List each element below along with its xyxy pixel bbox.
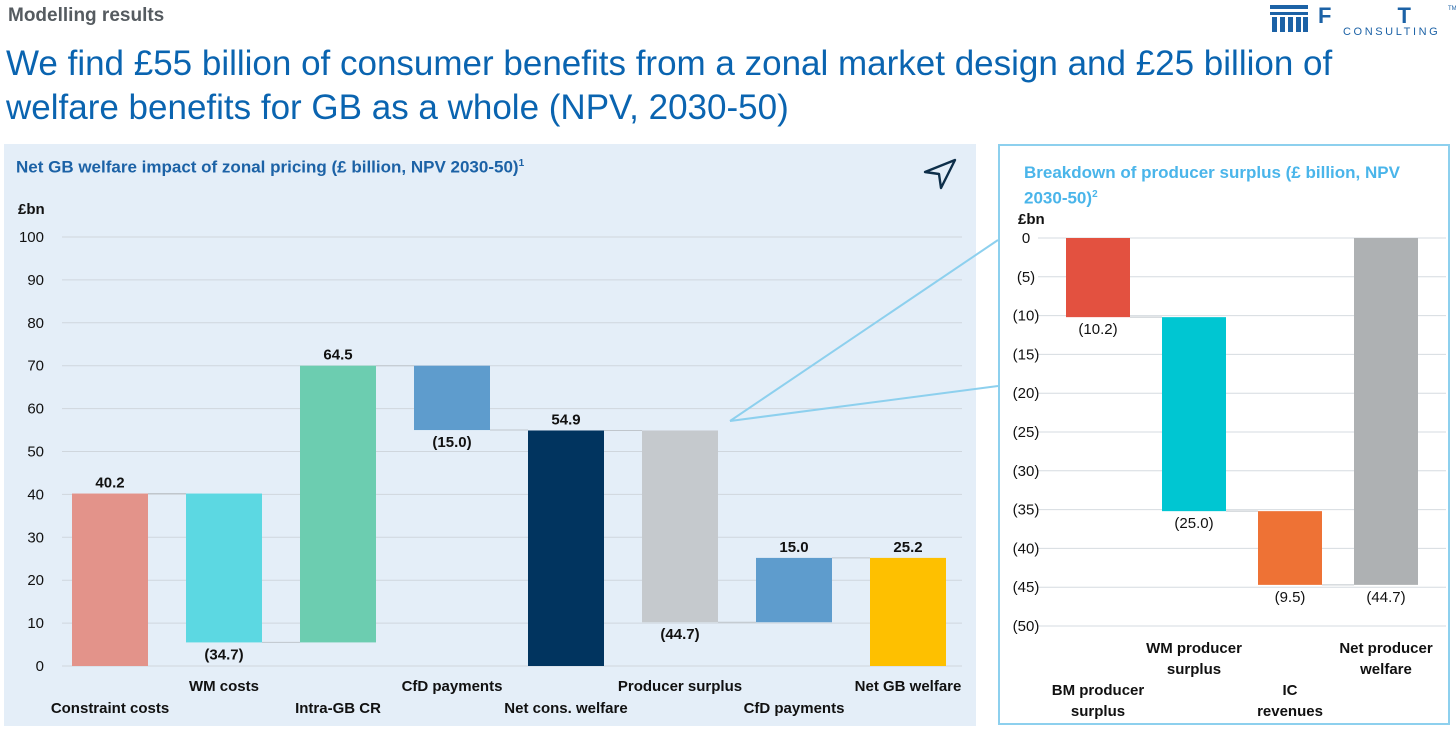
y-tick-label: (25) [1013,424,1040,441]
category-label: IC [1283,682,1298,699]
y-tick-label: (30) [1013,463,1040,480]
y-tick-label: 20 [27,572,44,589]
navigation-arrow-icon [923,158,957,190]
producer-chart-title-text: Breakdown of producer surplus (£ billion… [1024,163,1400,208]
y-tick-label: 100 [19,229,44,246]
welfare-chart-title: Net GB welfare impact of zonal pricing (… [16,153,524,179]
data-label: 15.0 [779,539,808,556]
y-tick-label: 70 [27,358,44,375]
y-axis-unit-label: £bn [18,201,45,218]
waterfall-bar [1162,317,1226,512]
y-tick-label: (10) [1013,308,1040,325]
producer-surplus-panel: Breakdown of producer surplus (£ billion… [998,144,1450,725]
y-tick-label: (20) [1013,385,1040,402]
waterfall-bar [1354,238,1418,585]
y-tick-label: 60 [27,401,44,418]
y-tick-label: 0 [36,658,44,675]
y-tick-label: 0 [1022,230,1030,247]
y-tick-label: 40 [27,486,44,503]
data-label: 40.2 [95,475,124,492]
section-label: Modelling results [8,5,165,26]
y-tick-label: (35) [1013,502,1040,519]
waterfall-bar [414,365,490,431]
category-label: Net GB welfare [855,678,962,695]
y-tick-label: (40) [1013,540,1040,557]
welfare-impact-panel: Net GB welfare impact of zonal pricing (… [4,144,976,726]
waterfall-bar [186,493,262,643]
logo-subtext: CONSULTING [1343,26,1440,38]
category-label: revenues [1257,703,1323,720]
y-tick-label: 90 [27,272,44,289]
y-tick-label: (15) [1013,346,1040,363]
logo-text: F T I [1318,3,1456,28]
category-label: Net producer [1339,640,1433,657]
y-tick-label: (5) [1017,269,1035,286]
y-axis-unit-label: £bn [1018,211,1045,228]
data-label: 54.9 [551,411,580,428]
waterfall-bar [72,493,148,666]
y-tick-label: 50 [27,444,44,461]
waterfall-bar [300,365,376,643]
waterfall-bar [1066,238,1130,318]
category-label: surplus [1167,661,1221,678]
logo-tm: TM [1448,6,1456,12]
welfare-waterfall-chart: £bn 0 10 20 30 40 50 60 70 80 90 100 40.2 Constraint … [18,201,962,717]
y-tick-label: (50) [1013,618,1040,635]
y-tick-label: (45) [1013,579,1040,596]
waterfall-bar [642,430,718,623]
producer-chart-footnote-ref: 2 [1092,189,1098,200]
category-label: BM producer [1052,682,1145,699]
data-label: (34.7) [204,646,243,663]
fti-logo-graphic: F T I TM CONSULTING [1270,3,1456,38]
category-label: Producer surplus [618,678,742,695]
category-label: WM costs [189,678,259,695]
waterfall-bar [756,557,832,623]
data-label: (44.7) [1366,589,1405,606]
waterfall-bar [1258,511,1322,585]
category-label: CfD payments [402,678,503,695]
category-label: CfD payments [744,700,845,717]
producer-chart-title: Breakdown of producer surplus (£ billion… [1024,162,1444,210]
headline-line-2: welfare benefits for GB as a whole (NPV,… [6,88,789,127]
data-label: (25.0) [1174,515,1213,532]
data-label: 25.2 [893,539,922,556]
category-label: Net cons. welfare [504,700,627,717]
y-tick-label: 80 [27,315,44,332]
y-tick-label: 30 [27,529,44,546]
welfare-chart-title-text: Net GB welfare impact of zonal pricing (… [16,157,519,177]
page-headline: We find £55 billion of consumer benefits… [6,42,1406,130]
data-label: (44.7) [660,626,699,643]
headline-line-1: We find £55 billion of consumer benefits… [6,44,1333,83]
category-label: welfare [1359,661,1412,678]
fti-consulting-logo: F T I TM CONSULTING [1270,2,1456,45]
category-label: surplus [1071,703,1125,720]
data-label: (15.0) [432,434,471,451]
category-label: Intra-GB CR [295,700,381,717]
category-label: Constraint costs [51,700,169,717]
producer-waterfall-chart: £bn 0 (5) (10) (15) (20) (25) (30) (35) (40) (45) (… [1013,211,1446,720]
waterfall-bar [528,430,604,666]
category-label: WM producer [1146,640,1242,657]
welfare-chart-footnote-ref: 1 [518,158,525,169]
data-label: (9.5) [1275,589,1306,606]
waterfall-bar [870,557,946,666]
y-tick-label: 10 [27,615,44,632]
data-label: (10.2) [1078,321,1117,338]
data-label: 64.5 [323,347,352,364]
